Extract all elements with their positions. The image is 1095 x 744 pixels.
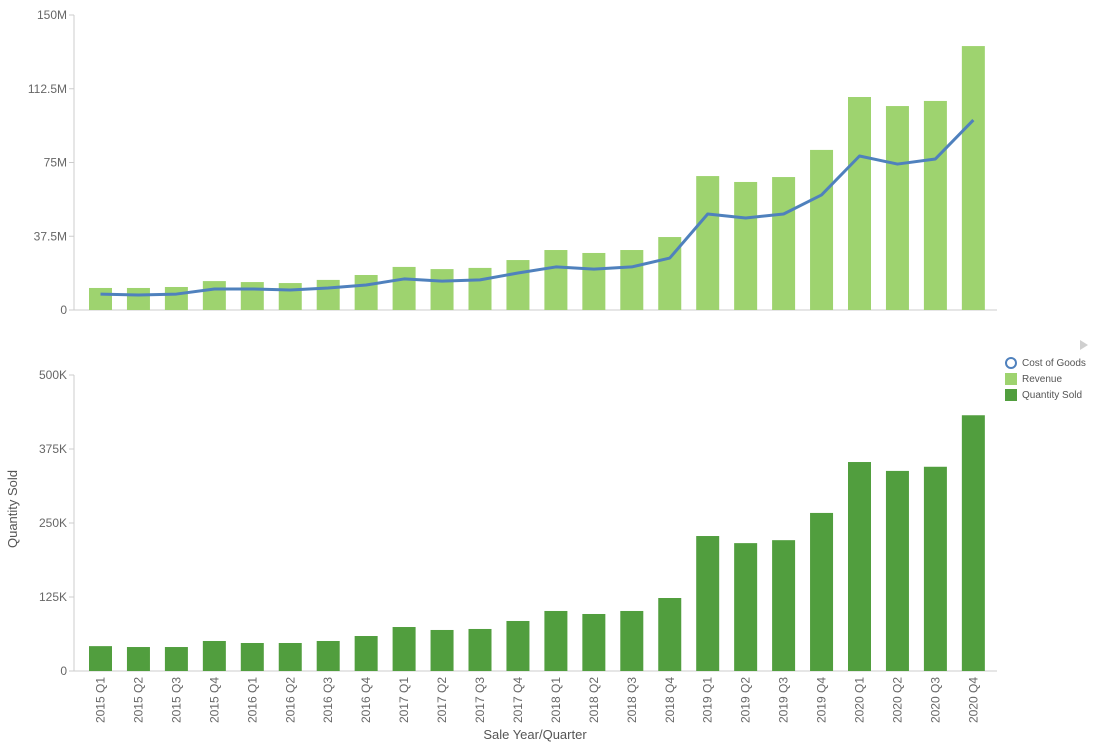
x-tick-label: 2016 Q1 [245,677,259,723]
y-tick-label: 150M [37,8,67,22]
bar-quantity-sold[interactable] [658,598,682,671]
x-tick-label: 2015 Q2 [131,677,145,723]
x-tick-label: 2018 Q3 [625,677,639,723]
bar-revenue[interactable] [620,250,644,310]
bar-revenue[interactable] [734,181,758,310]
bar-quantity-sold[interactable] [734,543,758,671]
y-tick-label: 125K [39,590,67,604]
y-tick-label: 37.5M [34,229,67,243]
bar-revenue[interactable] [468,267,492,310]
y-tick-label: 0 [60,664,67,678]
quantity-panel: 0 125K 250K 375K 500K 2015 Q1 2015 Q2 2015 Q3 20… [39,368,997,723]
bar-revenue[interactable] [126,287,150,310]
bar-revenue[interactable] [810,149,834,310]
legend-label: Cost of Goods [1022,357,1086,369]
bar-quantity-sold[interactable] [430,629,454,671]
bar-quantity-sold[interactable] [848,462,871,671]
bar-revenue[interactable] [430,269,454,310]
bar-quantity-sold[interactable] [164,647,188,671]
bar-revenue[interactable] [164,286,188,310]
x-tick-label: 2017 Q1 [397,677,411,723]
bar-revenue[interactable] [240,282,264,310]
x-tick-label: 2015 Q1 [94,677,108,723]
bar-quantity-sold[interactable] [772,540,796,671]
bar-quantity-sold[interactable] [89,646,112,671]
line-cost-of-goods[interactable] [100,118,975,297]
legend-item-cost-of-goods[interactable]: Cost of Goods [1005,356,1086,370]
bar-revenue[interactable] [582,252,606,310]
x-tick-label: 2017 Q3 [473,677,487,723]
bar-revenue[interactable] [848,97,871,310]
y-tick-label: 250K [39,516,67,530]
legend-item-quantity-sold[interactable]: Quantity Sold [1005,388,1082,402]
bar-revenue[interactable] [658,237,682,310]
x-tick-label: 2015 Q3 [169,677,183,723]
bar-quantity-sold[interactable] [961,415,985,671]
x-tick-label: 2018 Q4 [663,677,677,723]
bar-quantity-sold[interactable] [468,628,492,671]
y-axis-title: Quantity Sold [5,470,20,548]
x-tick-label: 2019 Q2 [739,677,753,723]
square-icon [1005,373,1017,385]
x-tick-label: 2020 Q1 [853,677,867,723]
bar-quantity-sold[interactable] [240,642,264,671]
bar-revenue[interactable] [696,176,720,310]
bar-quantity-sold[interactable] [278,642,302,671]
x-axis-title: Sale Year/Quarter [483,727,587,742]
bar-revenue[interactable] [544,250,568,310]
legend-item-revenue[interactable]: Revenue [1005,372,1062,386]
legend-expand-triangle-icon[interactable] [1080,340,1088,350]
x-tick-label: 2019 Q3 [777,677,791,723]
bar-quantity-sold[interactable] [202,640,226,671]
bar-quantity-sold[interactable] [620,610,644,671]
bar-quantity-sold[interactable] [696,536,720,671]
x-tick-label: 2017 Q4 [511,677,525,723]
bar-revenue[interactable] [961,46,985,310]
bar-quantity-sold[interactable] [354,636,378,671]
x-tick-label: 2020 Q3 [928,677,942,723]
x-tick-label: 2016 Q3 [321,677,335,723]
bar-quantity-sold[interactable] [582,613,606,671]
x-tick-label: 2016 Q4 [359,677,373,723]
x-tick-label: 2019 Q1 [701,677,715,723]
x-tick-label: 2015 Q4 [207,677,221,723]
x-tick-label: 2020 Q4 [966,677,980,723]
bar-revenue[interactable] [392,266,416,310]
y-tick-label: 112.5M [28,82,67,96]
x-tick-label: 2018 Q1 [549,677,563,723]
y-tick-label: 0 [60,303,67,317]
bar-quantity-sold[interactable] [810,512,834,671]
y-tick-label: 375K [39,442,67,456]
y-tick-label: 75M [44,156,67,170]
x-tick-label: 2020 Q2 [890,677,904,723]
bar-quantity-sold[interactable] [126,647,150,671]
bar-revenue[interactable] [923,100,947,311]
square-icon [1005,389,1017,401]
bar-revenue[interactable] [202,281,226,310]
bar-revenue[interactable] [354,274,378,310]
revenue-cost-panel: 0 37.5M 75M 112.5M 150M [28,8,997,317]
bar-quantity-sold[interactable] [885,470,909,671]
x-tick-label: 2016 Q2 [283,677,297,723]
bar-revenue[interactable] [772,177,796,310]
legend-label: Quantity Sold [1022,389,1083,401]
bar-quantity-sold[interactable] [316,640,340,671]
legend-label: Revenue [1022,373,1063,385]
bar-revenue[interactable] [89,287,112,310]
bar-quantity-sold[interactable] [544,610,568,671]
x-tick-label: 2017 Q2 [435,677,449,723]
bar-quantity-sold[interactable] [923,466,947,671]
bar-revenue[interactable] [506,260,530,310]
circle-icon [1005,357,1017,369]
bar-quantity-sold[interactable] [506,620,530,671]
x-tick-label: 2018 Q2 [587,677,601,723]
x-tick-label: 2019 Q4 [815,677,829,723]
bar-revenue[interactable] [278,283,302,310]
bar-revenue[interactable] [316,279,340,310]
y-tick-label: 500K [39,368,67,382]
bar-quantity-sold[interactable] [392,627,416,671]
bar-revenue[interactable] [885,106,909,310]
